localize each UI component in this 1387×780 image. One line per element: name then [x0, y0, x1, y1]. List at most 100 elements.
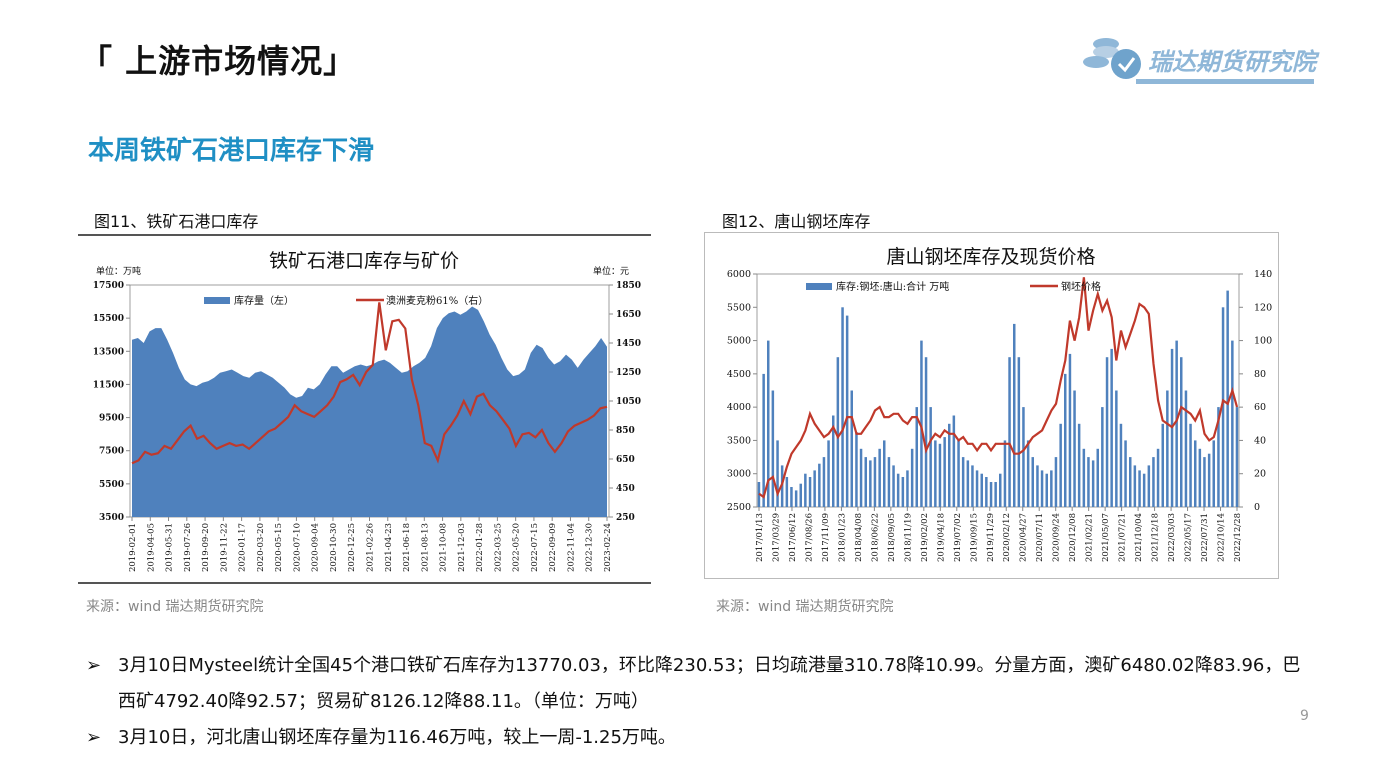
bar	[1022, 407, 1025, 507]
bar	[1124, 440, 1127, 507]
y2-tick-label: 450	[616, 484, 635, 494]
y-tick-label: 17500	[93, 281, 124, 291]
bar	[762, 373, 765, 507]
bar	[1133, 465, 1137, 507]
bar	[1231, 340, 1234, 507]
bar	[1119, 423, 1123, 507]
bullet-text: 3月10日，河北唐山钢坯库存量为116.46万吨，较上一周-1.25万吨。	[118, 727, 676, 748]
y-tick-label: 7500	[99, 447, 124, 457]
x-tick-label: 2020/02/12	[1002, 513, 1012, 562]
y2-tick-label: 120	[1254, 302, 1272, 313]
bar	[1045, 473, 1048, 507]
bar	[961, 457, 965, 507]
y-tick-label: 4000	[727, 402, 751, 413]
x-tick-label: 2020-09-04	[311, 523, 321, 572]
x-tick-label: 2021/02/21	[1085, 513, 1095, 562]
bar	[934, 440, 937, 507]
x-tick-label: 2021-08-13	[420, 523, 430, 572]
bar	[966, 460, 970, 507]
x-tick-label: 2019-02-01	[128, 523, 138, 572]
bar	[1054, 457, 1058, 507]
y-tick-label: 5500	[727, 302, 751, 313]
plot-area: 17500 15500 13500 11500 9500 7500 5500 3500 1850…	[93, 281, 641, 572]
bullet-marker-icon: ➢	[86, 655, 102, 676]
x-tick-label: 2020-01-17	[238, 523, 248, 572]
x-tick-label: 2022/07/31	[1200, 513, 1210, 562]
figure-caption: 图12、唐山钢坯库存	[722, 212, 871, 231]
logo-icon	[1083, 38, 1141, 79]
y-tick-label: 13500	[93, 347, 124, 357]
x-tick-label: 2021/05/07	[1101, 513, 1111, 562]
x-tick-label: 2022-05-20	[512, 523, 522, 572]
y2-tick-label: 850	[616, 426, 635, 436]
x-tick-label: 2023-02-24	[603, 523, 613, 572]
bar	[827, 440, 830, 507]
bar	[776, 440, 779, 507]
bar	[873, 457, 877, 507]
bar	[985, 477, 988, 507]
y2-tick-label: 1450	[616, 339, 641, 349]
bar	[1194, 440, 1197, 507]
bar	[1040, 470, 1044, 507]
legend-swatch	[806, 283, 832, 290]
bar	[1212, 440, 1215, 507]
source-note: 来源：wind 瑞达期货研究院	[86, 599, 264, 615]
bar	[1166, 390, 1169, 507]
x-tick-label: 2017/01/13	[755, 513, 765, 562]
x-tick-label: 2021/07/21	[1118, 513, 1128, 562]
bar	[1073, 390, 1076, 507]
x-tick-label: 2021-12-03	[457, 523, 467, 572]
bar	[975, 470, 979, 507]
y2-tick-label: 1650	[616, 310, 641, 320]
bar	[808, 477, 812, 507]
x-tick-label: 2018/01/23	[837, 513, 847, 562]
logo-text: 瑞达期货研究院	[1148, 48, 1316, 76]
chart-legend: 库存:钢坯:唐山:合计 万吨 钢坯价格	[806, 280, 1101, 293]
bar	[1036, 465, 1039, 507]
bar	[943, 437, 946, 507]
x-tick-label: 2018/06/22	[870, 513, 880, 562]
x-tick-label: 2021/10/04	[1134, 513, 1144, 562]
bullet-marker-icon: ➢	[86, 727, 102, 748]
bar	[1226, 290, 1229, 507]
bar	[855, 432, 858, 507]
bar	[1110, 348, 1113, 507]
chart-iron-ore-inventory: 铁矿石港口库存与矿价 单位：万吨 单位：元 17500 15500 13500 115…	[78, 234, 651, 584]
bar	[1017, 357, 1021, 507]
x-tick-label: 2019/09/15	[969, 513, 979, 562]
bar	[864, 457, 867, 507]
bar	[883, 440, 886, 507]
x-tick-label: 2022-03-25	[493, 523, 503, 572]
y2-tick-label: 650	[616, 455, 635, 465]
x-tick-label: 2021-02-26	[366, 523, 376, 572]
bar	[1003, 440, 1007, 507]
bar	[813, 470, 816, 507]
page-title: 「 上游市场情况」	[80, 42, 357, 80]
bar	[971, 465, 974, 507]
x-tick-label: 2020-07-10	[292, 523, 302, 572]
x-tick-label: 2022-11-04	[567, 523, 577, 572]
series-line	[758, 277, 1239, 499]
bar	[1050, 470, 1053, 507]
bullet-item: ➢ 3月10日，河北唐山钢坯库存量为116.46万吨，较上一周-1.25万吨。	[86, 720, 1316, 756]
series-line	[131, 302, 608, 465]
bar	[1235, 407, 1239, 507]
left-unit-label: 单位：万吨	[96, 265, 141, 277]
bar	[1217, 407, 1220, 507]
bullet-item: ➢ 3月10日Mysteel统计全国45个港口铁矿石库存为13770.03，环比…	[86, 648, 1316, 720]
x-tick-label: 2020/09/24	[1052, 513, 1062, 562]
plot-area: 6000 5500 5000 4500 4000 3500 3000 2500 140 120 10…	[727, 269, 1272, 562]
logo-underline	[1136, 79, 1314, 84]
x-tick-label: 2020-05-15	[274, 523, 284, 572]
bar	[1013, 323, 1016, 507]
bar	[1031, 457, 1034, 507]
bar	[1161, 423, 1164, 507]
y2-tick-label: 80	[1254, 369, 1266, 380]
y-tick-label: 9500	[99, 414, 124, 424]
bar	[1221, 307, 1225, 507]
x-tick-label: 2021-10-08	[439, 523, 449, 572]
x-tick-label: 2017/11/09	[821, 513, 831, 562]
x-tick-label: 2022/12/28	[1233, 513, 1243, 562]
bar	[1198, 448, 1202, 508]
x-tick-label: 2019/02/02	[920, 513, 930, 562]
